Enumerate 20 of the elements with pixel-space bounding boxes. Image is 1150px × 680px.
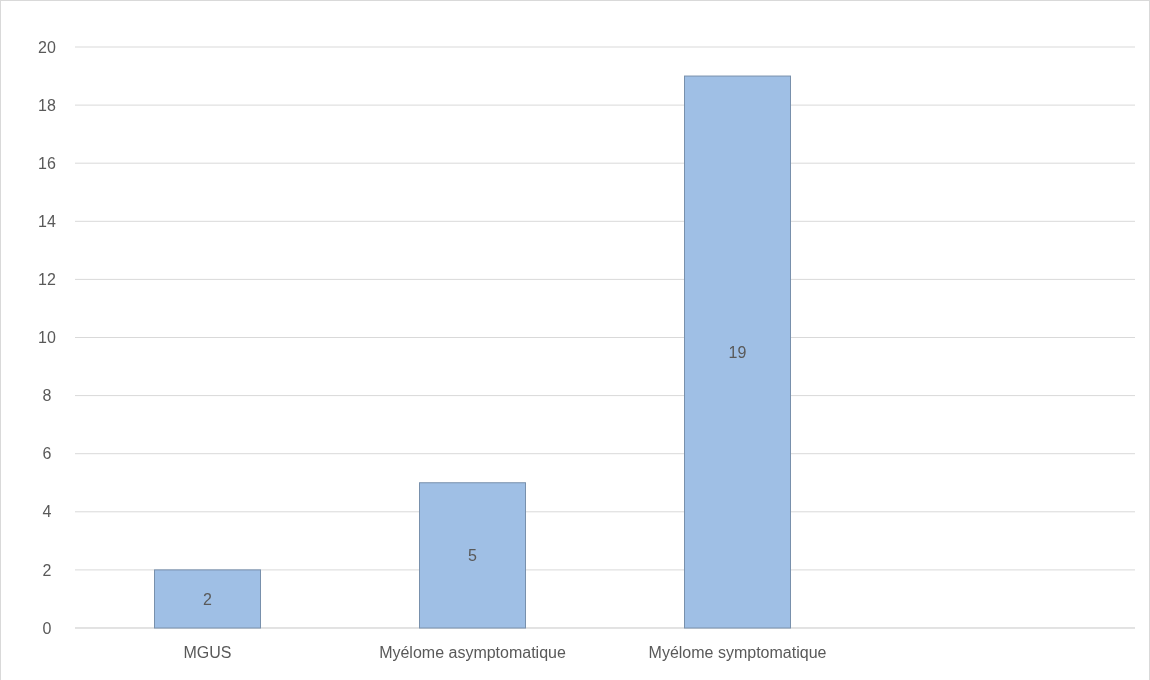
bar bbox=[684, 75, 791, 629]
bar bbox=[154, 569, 261, 629]
x-tick-label: Myélome symptomatique bbox=[648, 644, 827, 661]
x-tick-label: MGUS bbox=[183, 644, 232, 661]
y-tick-label: 14 bbox=[38, 212, 56, 230]
y-tick-label: 0 bbox=[42, 619, 52, 637]
y-tick-label: 20 bbox=[38, 38, 56, 56]
x-tick-label: Myélome asymptomatique bbox=[379, 644, 566, 661]
y-tick-label: 12 bbox=[38, 271, 56, 288]
y-tick-label: 6 bbox=[42, 445, 52, 463]
bar bbox=[419, 482, 526, 629]
data-label: 5 bbox=[468, 546, 478, 564]
y-tick-label: 4 bbox=[42, 503, 52, 521]
data-label: 19 bbox=[728, 343, 747, 361]
y-tick-label: 2 bbox=[42, 561, 52, 579]
y-tick-label: 18 bbox=[38, 96, 56, 114]
data-label: 2 bbox=[203, 590, 213, 608]
y-tick-label: 8 bbox=[42, 387, 52, 405]
y-tick-label: 10 bbox=[38, 329, 56, 347]
y-tick-label: 16 bbox=[38, 154, 56, 172]
